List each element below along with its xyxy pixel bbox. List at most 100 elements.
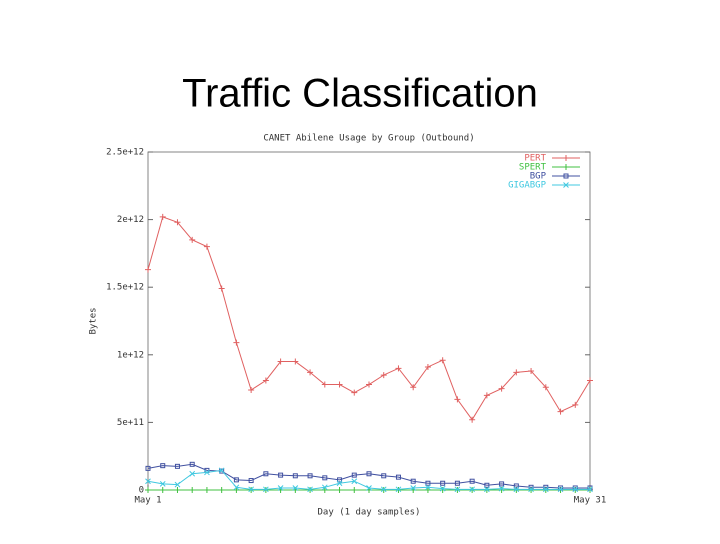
point bbox=[307, 369, 314, 376]
point bbox=[351, 472, 357, 478]
point bbox=[174, 219, 181, 226]
y-tick-label: 2e+12 bbox=[117, 215, 144, 225]
point bbox=[440, 480, 446, 486]
x-tick-label: May 31 bbox=[574, 496, 607, 506]
point bbox=[499, 481, 505, 487]
point bbox=[483, 392, 490, 399]
point bbox=[563, 182, 569, 188]
point bbox=[528, 368, 535, 375]
point bbox=[469, 478, 475, 484]
point bbox=[204, 469, 210, 476]
point bbox=[395, 365, 402, 372]
point bbox=[469, 416, 476, 423]
point bbox=[572, 401, 579, 408]
point bbox=[263, 471, 269, 477]
point bbox=[395, 474, 401, 480]
point bbox=[557, 486, 564, 493]
point bbox=[321, 484, 328, 491]
point bbox=[425, 480, 431, 486]
point bbox=[233, 484, 240, 491]
point bbox=[145, 266, 151, 273]
point bbox=[337, 477, 343, 483]
point bbox=[145, 478, 151, 485]
point bbox=[439, 487, 446, 493]
point bbox=[277, 358, 284, 365]
slide-title: Traffic Classification bbox=[182, 72, 538, 116]
point bbox=[145, 487, 151, 493]
point bbox=[159, 213, 166, 220]
point bbox=[563, 164, 569, 170]
point bbox=[189, 470, 196, 477]
point bbox=[263, 486, 269, 493]
point bbox=[454, 486, 461, 493]
point bbox=[424, 363, 431, 370]
point bbox=[484, 486, 490, 493]
point bbox=[233, 477, 239, 483]
point bbox=[381, 473, 387, 479]
point bbox=[174, 463, 180, 469]
y-tick-label: 1e+12 bbox=[117, 350, 144, 360]
point bbox=[145, 465, 151, 471]
point bbox=[189, 461, 195, 467]
legend-label: BGP bbox=[530, 172, 547, 182]
point bbox=[542, 384, 549, 391]
y-tick-label: 5e+11 bbox=[117, 418, 144, 428]
point bbox=[307, 486, 313, 493]
point bbox=[587, 486, 593, 493]
point bbox=[563, 173, 569, 179]
x-tick-label: May 1 bbox=[134, 496, 161, 506]
point bbox=[366, 485, 372, 491]
point bbox=[159, 487, 166, 493]
point bbox=[189, 236, 196, 243]
point bbox=[395, 486, 402, 493]
point bbox=[380, 372, 387, 379]
legend-label: PERT bbox=[524, 154, 546, 164]
point bbox=[513, 486, 520, 493]
point bbox=[410, 384, 417, 391]
plot-frame bbox=[147, 151, 591, 491]
point bbox=[366, 471, 372, 477]
point bbox=[498, 487, 505, 493]
point bbox=[439, 485, 446, 492]
point bbox=[425, 484, 431, 491]
chart-title: CANET Abilene Usage by Group (Outbound) bbox=[263, 134, 474, 144]
y-tick-label: 1.5e+12 bbox=[106, 283, 144, 293]
y-axis-label: Bytes bbox=[89, 307, 99, 334]
point bbox=[410, 478, 416, 484]
x-axis-label: Day (1 day samples) bbox=[318, 508, 421, 518]
point bbox=[587, 377, 593, 384]
point bbox=[469, 486, 475, 493]
y-tick-label: 0 bbox=[139, 486, 144, 496]
point bbox=[380, 486, 387, 493]
point bbox=[336, 480, 343, 487]
point bbox=[203, 487, 210, 493]
point bbox=[410, 485, 417, 491]
point bbox=[513, 483, 519, 489]
point bbox=[351, 478, 358, 485]
point bbox=[218, 285, 225, 292]
point bbox=[248, 478, 254, 484]
point bbox=[542, 486, 549, 493]
point bbox=[454, 396, 461, 403]
point bbox=[336, 487, 343, 493]
series-line bbox=[147, 216, 591, 421]
point bbox=[189, 487, 196, 493]
legend-label: GIGABGP bbox=[508, 181, 547, 191]
point bbox=[498, 485, 505, 492]
point bbox=[321, 381, 328, 388]
point bbox=[203, 243, 210, 250]
y-tick-label: 2.5e+12 bbox=[106, 148, 144, 158]
point bbox=[322, 475, 328, 481]
point bbox=[174, 481, 181, 488]
point bbox=[513, 369, 520, 376]
point bbox=[248, 386, 255, 393]
point bbox=[336, 381, 343, 388]
point bbox=[292, 485, 299, 491]
point bbox=[366, 381, 372, 388]
point bbox=[277, 485, 284, 491]
point bbox=[528, 486, 534, 493]
point bbox=[498, 385, 505, 392]
point bbox=[292, 473, 298, 479]
point bbox=[174, 487, 181, 493]
